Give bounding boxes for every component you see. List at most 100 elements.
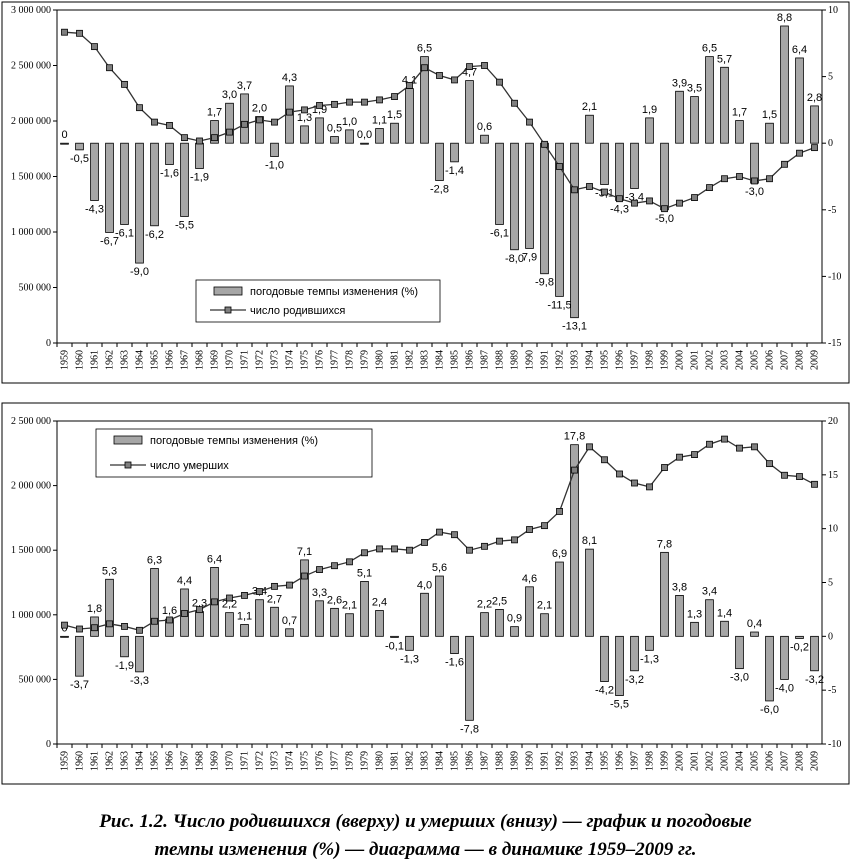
c2-x-tick-label-1966: 1966	[165, 751, 176, 771]
c1-bar-1997	[630, 142, 639, 189]
c1-line-point-1999	[661, 205, 668, 213]
c1-x-tick-label-1993: 1993	[570, 350, 581, 370]
c1-x-tick-label-1998: 1998	[645, 350, 656, 370]
c2-bar-1982	[405, 635, 414, 651]
c2-bar-1993	[570, 444, 579, 637]
c1-x-tick-label-2004: 2004	[735, 350, 746, 370]
c2-x-tick-label-1985: 1985	[450, 751, 461, 771]
c1-x-tick-label-1986: 1986	[465, 350, 476, 370]
c1-bar-label-1999: -5,0	[655, 213, 674, 225]
c1-line-point-1968	[196, 137, 203, 145]
c2-bar-2006	[765, 635, 774, 702]
c2-bar-2005	[750, 631, 759, 637]
c1-bar-label-1966: -1,6	[160, 168, 179, 180]
c1-bar-label-1962: -6,7	[100, 235, 119, 247]
c2-bar-label-1961: 1,8	[87, 603, 102, 615]
deaths-chart: 2 500 000 2 000 000 1 500 000 1 000 000 500 …	[11, 416, 841, 771]
c1-line-point-2001	[691, 194, 698, 201]
c1-bar-label-2001: 3,5	[687, 83, 702, 95]
c1-line-point-1986	[466, 63, 473, 71]
c1-line-point-1973	[271, 118, 278, 126]
c1-x-tick-label-1988: 1988	[495, 350, 506, 370]
c1-line-point-1995	[601, 188, 608, 196]
c2-x-tick-label-1998: 1998	[645, 751, 656, 771]
c2-line-point-2001	[691, 451, 698, 458]
c2-line-point-1979	[361, 549, 368, 557]
c2-bar-1987	[480, 612, 489, 637]
c1-bar-label-2009: 2,8	[807, 92, 822, 104]
c1-x-tick-label-1959: 1959	[60, 350, 71, 370]
c2-x-tick-label-2008: 2008	[795, 751, 806, 771]
c1-bar-2006	[765, 122, 774, 144]
c2-line-point-1978	[346, 558, 353, 566]
c2-x-tick-label-1962: 1962	[105, 751, 116, 771]
c1-bar-label-1960: -0,5	[70, 153, 89, 165]
c2-x-tick-label-1982: 1982	[405, 751, 416, 771]
c1-legend-line-marker	[224, 306, 232, 314]
c1-bar-label-1972: 2,0	[252, 103, 267, 115]
c1-bar-1966	[165, 142, 174, 165]
chart2-frame	[1, 402, 850, 785]
births-chart: 3 000 000 2 500 000 2 000 000 1 500 000 1 00…	[11, 5, 841, 370]
c2-line-point-2007	[781, 471, 788, 479]
c1-bar-label-1987: 0,6	[477, 121, 492, 133]
c1-bar-label-1978: 1,0	[342, 116, 357, 128]
c2-x-tick-label-1980: 1980	[375, 751, 386, 771]
c1-x-tick-label-1977: 1977	[330, 350, 341, 370]
c1-x-tick-label-2000: 2000	[675, 350, 686, 370]
c1-line-point-1991	[541, 140, 548, 148]
c1-bar-1987	[480, 134, 489, 144]
c1-x-tick-label-1980: 1980	[375, 350, 386, 370]
c1-line-point-1996	[616, 195, 623, 203]
c2-line-point-1989	[511, 536, 518, 544]
c1-x-tick-label-1963: 1963	[120, 350, 131, 370]
c2-line-point-1965	[151, 617, 158, 625]
c1-line-point-2006	[766, 175, 773, 183]
c2-bar-1971	[240, 624, 249, 637]
c2-right-tick-label: -5	[828, 685, 836, 696]
c1-bar-1975	[300, 125, 309, 144]
c1-bar-label-1963: -6,1	[115, 227, 134, 239]
c1-line-point-1972	[256, 116, 263, 124]
c2-line-point-1995	[601, 456, 608, 464]
c1-bar-label-1961: -4,3	[85, 203, 104, 215]
c1-x-tick-label-2009: 2009	[810, 350, 821, 370]
c1-bar-1978	[345, 129, 354, 144]
c1-line-point-1978	[346, 98, 353, 106]
c2-x-tick-label-2007: 2007	[780, 751, 791, 771]
c1-x-tick-label-1983: 1983	[420, 350, 431, 370]
c2-bar-1972	[255, 599, 264, 637]
c1-left-tick-label: 0	[46, 338, 51, 349]
c2-bar-label-1983: 4,0	[417, 579, 432, 591]
c2-x-tick-label-1987: 1987	[480, 751, 491, 771]
c2-bar-label-1997: -3,2	[625, 674, 644, 686]
c1-x-tick-label-1975: 1975	[300, 350, 311, 370]
c2-line-point-2003	[721, 435, 728, 443]
c1-line-point-1983	[421, 64, 428, 72]
c2-bar-1978	[345, 613, 354, 637]
c1-bar-2009	[810, 105, 819, 144]
c2-x-tick-label-1997: 1997	[630, 751, 641, 771]
c2-right-tick-label: 0	[828, 631, 833, 642]
c2-bar-label-1980: 2,4	[372, 596, 387, 608]
c1-line-point-1976	[316, 102, 323, 109]
c2-x-tick-label-1986: 1986	[465, 751, 476, 771]
c2-bar-1986	[465, 635, 474, 721]
c1-line-point-1980	[376, 96, 383, 104]
c1-bar-label-1988: -6,1	[490, 227, 509, 239]
c2-line-point-1984	[436, 528, 443, 536]
c2-bar-label-1968: 2,3	[192, 598, 207, 610]
c2-line-point-1987	[481, 542, 488, 550]
c1-line-point-1977	[331, 100, 338, 108]
c2-x-tick-label-1989: 1989	[510, 751, 521, 771]
c1-line-point-2002	[706, 184, 713, 192]
c2-bar-2001	[690, 621, 699, 637]
c2-bar-1968	[195, 611, 204, 637]
c1-bar-1979	[360, 142, 369, 145]
c2-line-point-1973	[271, 582, 278, 590]
c1-x-tick-label-1992: 1992	[555, 350, 566, 370]
c1-x-tick-label-1987: 1987	[480, 350, 491, 370]
c1-bar-label-1984: -2,8	[430, 183, 449, 195]
c1-legend-line-label: число родившихся	[250, 305, 345, 317]
c2-x-tick-label-1988: 1988	[495, 751, 506, 771]
